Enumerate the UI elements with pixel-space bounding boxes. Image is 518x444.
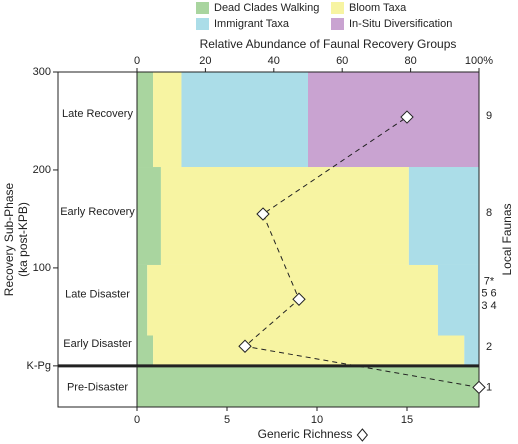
- fauna-label: 8: [486, 207, 492, 219]
- legend-swatch: [196, 18, 209, 30]
- x-tick-label: 5: [224, 414, 230, 426]
- phase-label: Pre-Disaster: [67, 381, 128, 393]
- phase-label: Late Disaster: [65, 288, 130, 300]
- stack-segment: [464, 335, 479, 366]
- richness-point: [256, 207, 270, 221]
- plot-frame: [57, 71, 480, 408]
- phase-label: Late Recovery: [62, 108, 133, 120]
- fauna-label: 2: [486, 341, 492, 353]
- stack-segment: [153, 72, 182, 168]
- y-tick-label: 300: [33, 66, 51, 78]
- legend-swatch: [331, 18, 344, 30]
- y-axis-title: (ka post-KPB): [16, 202, 30, 277]
- top-tick-label: 0: [134, 55, 140, 67]
- top-tick-label: 100%: [465, 55, 493, 67]
- stack-segment: [137, 72, 154, 168]
- legend-label: Dead Clades Walking: [214, 2, 319, 14]
- richness-point: [238, 339, 252, 353]
- y-tick-label: K-Pg: [27, 360, 51, 372]
- stack-segment: [137, 167, 161, 265]
- top-tick-label: 80: [404, 55, 416, 67]
- fauna-label: 3 4: [481, 300, 496, 312]
- fauna-label: 5 6: [481, 287, 496, 299]
- top-axis-title: Relative Abundance of Faunal Recovery Gr…: [200, 37, 457, 51]
- bottom-axis-title: Generic Richness: [258, 427, 353, 441]
- legend-label: In-Situ Diversification: [349, 18, 452, 30]
- fauna-label: 7*: [484, 276, 495, 288]
- stack-segment: [181, 72, 308, 168]
- fauna-label: 1: [486, 381, 492, 393]
- stack-segment: [160, 167, 409, 265]
- stack-segment: [408, 167, 479, 265]
- stack-segment: [437, 264, 479, 336]
- phase-label: Early Disaster: [63, 338, 132, 350]
- top-tick-label: 40: [268, 55, 280, 67]
- stack-segment: [137, 365, 479, 407]
- stack-segment: [137, 335, 154, 366]
- richness-point: [472, 380, 486, 395]
- top-tick-label: 60: [336, 55, 348, 67]
- stack-segment: [153, 335, 465, 366]
- stack-segment: [147, 264, 438, 336]
- legend-diamond: [356, 428, 369, 442]
- legend-swatch: [331, 2, 344, 14]
- phase-label: Early Recovery: [60, 206, 135, 218]
- y2-axis-title: Local Faunas: [500, 203, 514, 275]
- richness-point: [292, 292, 306, 306]
- stack-segment: [308, 72, 479, 168]
- legend-label: Immigrant Taxa: [214, 18, 290, 30]
- legend-label: Bloom Taxa: [349, 2, 407, 14]
- y-tick-label: 100: [33, 262, 51, 274]
- top-tick-label: 20: [199, 55, 211, 67]
- x-tick-label: 0: [134, 414, 140, 426]
- stack-segment: [137, 264, 148, 336]
- x-tick-label: 15: [401, 414, 413, 426]
- x-tick-label: 10: [311, 414, 323, 426]
- y-tick-label: 200: [33, 164, 51, 176]
- richness-point: [400, 110, 414, 124]
- y-axis-title: Recovery Sub-Phase: [2, 182, 16, 296]
- fauna-label: 9: [486, 110, 492, 122]
- legend-swatch: [196, 2, 209, 14]
